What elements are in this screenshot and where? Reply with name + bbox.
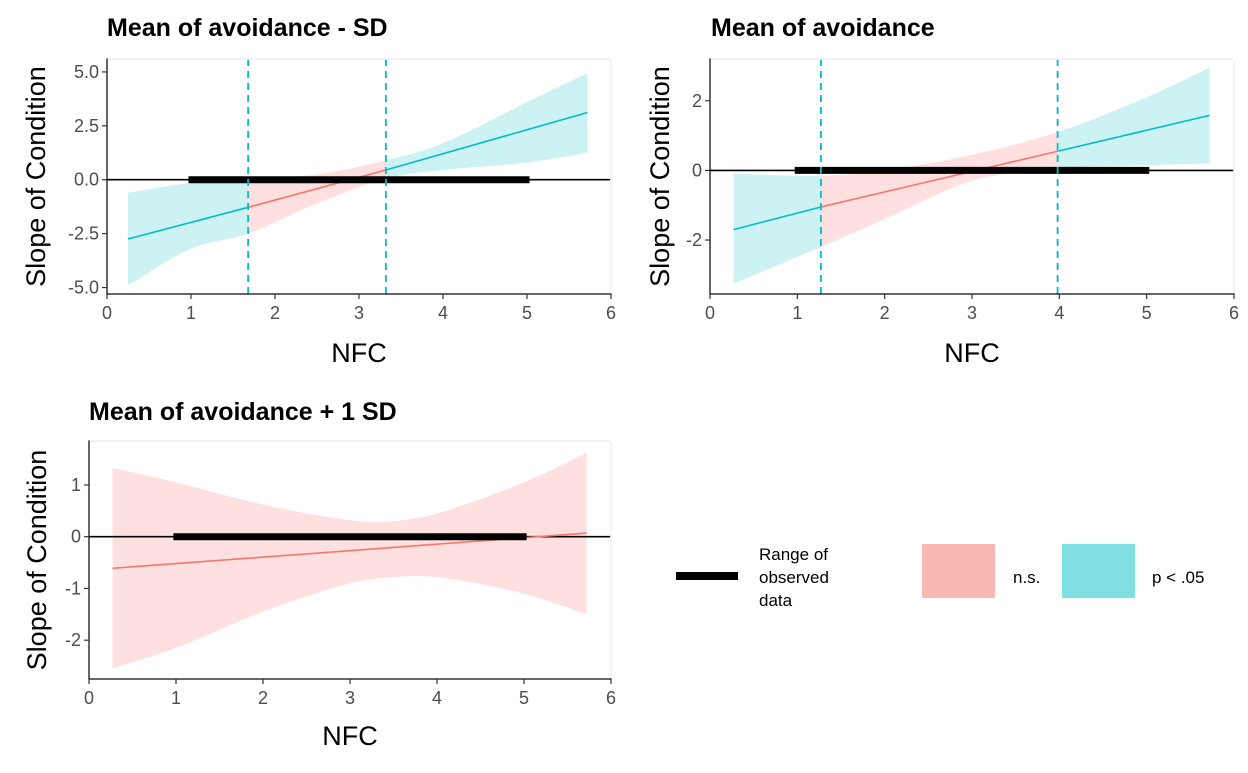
x-tick-label: 0 xyxy=(84,688,94,708)
legend-range-key xyxy=(676,572,738,580)
legend-range-label-1: Range of xyxy=(759,545,828,564)
y-tick-label: 0.0 xyxy=(74,170,99,190)
ci-band-significant-2 xyxy=(385,73,588,179)
legend-sig-key xyxy=(1062,544,1135,598)
legend-ns-label: n.s. xyxy=(1013,568,1040,587)
y-tick-label: 0 xyxy=(692,160,702,180)
slope-line-ns-1 xyxy=(820,150,1058,208)
y-axis-label: Slope of Condition xyxy=(21,66,51,287)
x-tick-label: 2 xyxy=(270,303,280,323)
x-axis-label: NFC xyxy=(322,721,378,751)
y-tick-label: -5.0 xyxy=(68,278,99,298)
x-tick-label: 4 xyxy=(1054,303,1064,323)
x-tick-label: 4 xyxy=(432,688,442,708)
legend-ns-key xyxy=(922,544,995,598)
y-axis-label: Slope of Condition xyxy=(645,66,675,287)
panel-title: Mean of avoidance xyxy=(711,14,935,42)
panel-title: Mean of avoidance - SD xyxy=(107,14,388,42)
y-tick-label: 5.0 xyxy=(74,62,99,82)
panel-mean-minus-sd: 0 1 2 3 4 5 6 -5.0 -2.5 0.0 2.5 5.0 Mean of avoidanc… xyxy=(21,14,616,368)
x-tick-label: 2 xyxy=(258,688,268,708)
panel-mean-plus-sd: 0 1 2 3 4 5 6 -2 -1 0 1 Mean of avoidance + 1 SD NFC… xyxy=(22,398,616,751)
x-tick-label: 5 xyxy=(522,303,532,323)
slope-line-significant-0 xyxy=(733,206,822,231)
y-tick-label: 2.5 xyxy=(74,116,99,136)
x-tick-label: 0 xyxy=(705,303,715,323)
y-tick-label: -2 xyxy=(65,630,81,650)
x-axis-label: NFC xyxy=(331,338,387,368)
y-tick-label: 2 xyxy=(692,91,702,111)
slope-line-significant-2 xyxy=(1057,114,1210,153)
x-tick-label: 3 xyxy=(345,688,355,708)
y-tick-label: -1 xyxy=(65,578,81,598)
x-axis-label: NFC xyxy=(944,338,1000,368)
x-tick-label: 4 xyxy=(438,303,448,323)
x-tick-label: 6 xyxy=(606,688,616,708)
slope-line-significant-2 xyxy=(385,111,588,171)
y-tick-label: 0 xyxy=(71,527,81,547)
ci-band-significant-0 xyxy=(733,173,821,284)
ci-band-ns-1 xyxy=(248,160,386,234)
ci-band-significant-2 xyxy=(1057,67,1210,169)
legend-range-label-3: data xyxy=(759,591,793,610)
y-tick-label: -2.5 xyxy=(68,224,99,244)
ci-band-ns-1 xyxy=(820,132,1058,247)
x-tick-label: 5 xyxy=(519,688,529,708)
y-tick-label: -2 xyxy=(686,230,702,250)
x-tick-label: 1 xyxy=(171,688,181,708)
legend-sig-label: p < .05 xyxy=(1152,568,1204,587)
y-axis-label: Slope of Condition xyxy=(22,450,52,671)
panel-title: Mean of avoidance + 1 SD xyxy=(89,398,397,426)
x-tick-label: 6 xyxy=(1229,303,1239,323)
y-tick-label: 1 xyxy=(71,475,81,495)
ci-band-significant-0 xyxy=(128,178,249,286)
x-tick-label: 3 xyxy=(967,303,977,323)
x-tick-label: 1 xyxy=(186,303,196,323)
panel-mean: 0 1 2 3 4 5 6 -2 0 2 Mean of avoidance NFC Slope of … xyxy=(645,14,1239,368)
x-tick-label: 2 xyxy=(880,303,890,323)
ci-band-ns-0 xyxy=(112,452,587,669)
x-tick-label: 5 xyxy=(1142,303,1152,323)
legend-range-label-2: observed xyxy=(759,568,829,587)
legend: Range of observed data n.s. p < .05 xyxy=(676,544,1204,610)
x-tick-label: 0 xyxy=(102,303,112,323)
x-tick-label: 6 xyxy=(606,303,616,323)
x-tick-label: 3 xyxy=(354,303,364,323)
slope-line-significant-0 xyxy=(127,206,249,240)
x-tick-label: 1 xyxy=(792,303,802,323)
